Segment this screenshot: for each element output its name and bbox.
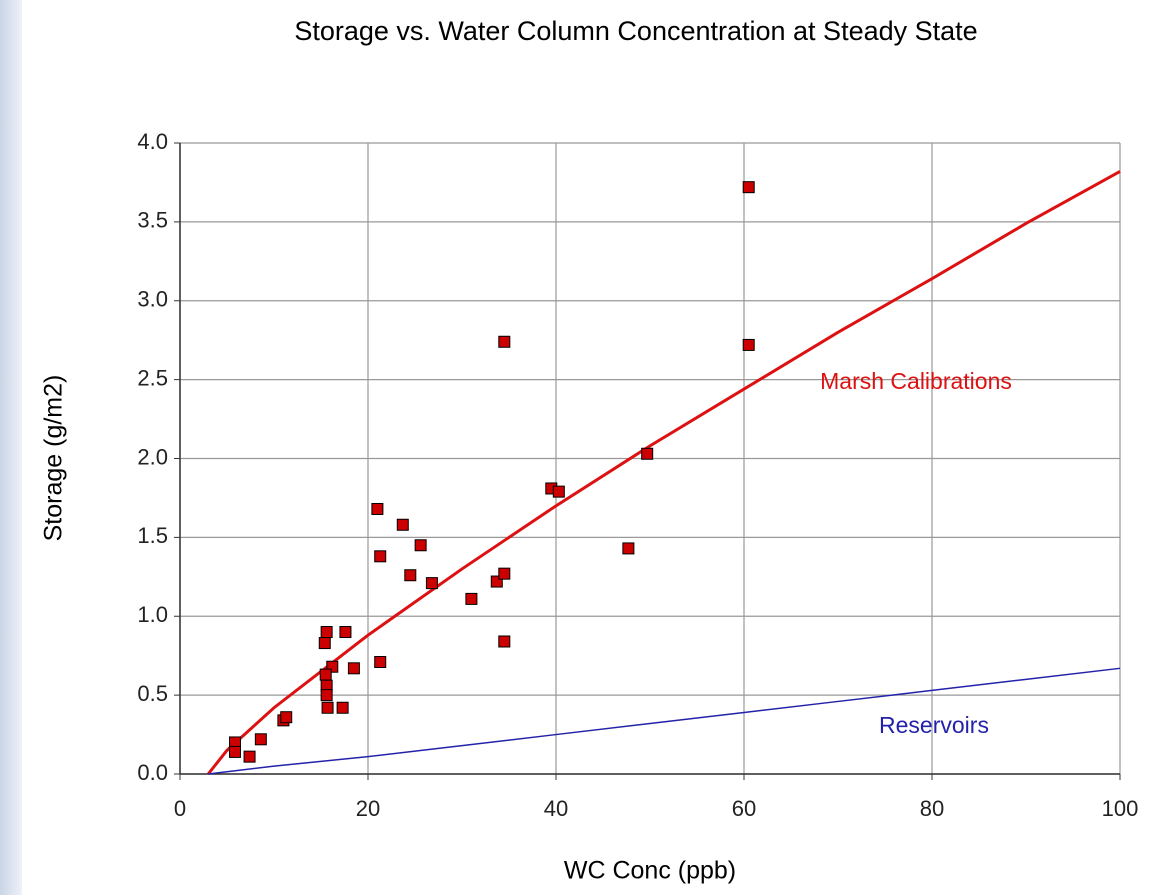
scatter-point bbox=[243, 750, 256, 763]
scatter-point bbox=[228, 745, 241, 758]
y-tick-label: 2.5 bbox=[137, 365, 168, 390]
scatter-point bbox=[339, 626, 352, 639]
scatter-point bbox=[465, 592, 478, 605]
chart-title: Storage vs. Water Column Concentration a… bbox=[294, 16, 977, 46]
x-tick-label: 0 bbox=[174, 796, 186, 821]
window-edge bbox=[0, 0, 22, 895]
scatter-point bbox=[552, 485, 565, 498]
scatter-point bbox=[319, 668, 332, 681]
x-tick-label: 20 bbox=[356, 796, 380, 821]
y-tick-label: 4.0 bbox=[137, 129, 168, 154]
scatter-point bbox=[371, 502, 384, 515]
y-tick-label: 1.0 bbox=[137, 602, 168, 627]
scatter-point bbox=[347, 662, 360, 675]
scatter-point bbox=[498, 567, 511, 580]
y-tick-label: 3.5 bbox=[137, 208, 168, 233]
series-label: Marsh Calibrations bbox=[820, 368, 1012, 394]
scatter-point bbox=[622, 542, 635, 555]
scatter-point bbox=[498, 635, 511, 648]
scatter-point bbox=[321, 701, 334, 714]
y-tick-label: 0.5 bbox=[137, 681, 168, 706]
y-tick-label: 0.0 bbox=[137, 760, 168, 785]
series-label: Reservoirs bbox=[879, 712, 989, 738]
x-axis-label: WC Conc (ppb) bbox=[564, 857, 736, 885]
y-tick-label: 3.0 bbox=[137, 287, 168, 312]
scatter-point bbox=[425, 577, 438, 590]
scatter-point bbox=[742, 181, 755, 194]
scatter-point bbox=[742, 338, 755, 351]
y-tick-label: 2.0 bbox=[137, 444, 168, 469]
scatter-point bbox=[326, 660, 339, 673]
y-tick-label: 1.5 bbox=[137, 523, 168, 548]
scatter-point bbox=[414, 539, 427, 552]
line-series bbox=[207, 170, 1121, 775]
scatter-point bbox=[490, 575, 503, 588]
scatter-point bbox=[374, 550, 387, 563]
x-tick-label: 40 bbox=[544, 796, 568, 821]
scatter-point bbox=[280, 711, 293, 724]
scatter-point bbox=[254, 733, 267, 746]
y-axis-label: Storage (g/m2) bbox=[40, 375, 68, 542]
scatter-point bbox=[404, 569, 417, 582]
scatter-point bbox=[336, 701, 349, 714]
scatter-point bbox=[320, 626, 333, 639]
x-tick-label: 60 bbox=[732, 796, 756, 821]
scatter-point bbox=[374, 655, 387, 668]
scatter-point bbox=[320, 689, 333, 702]
scatter-point bbox=[396, 518, 409, 531]
x-tick-label: 80 bbox=[920, 796, 944, 821]
scatter-point bbox=[641, 447, 654, 460]
x-tick-label: 100 bbox=[1102, 796, 1139, 821]
scatter-point bbox=[318, 637, 331, 650]
scatter-point bbox=[498, 335, 511, 348]
line-series bbox=[208, 667, 1121, 775]
